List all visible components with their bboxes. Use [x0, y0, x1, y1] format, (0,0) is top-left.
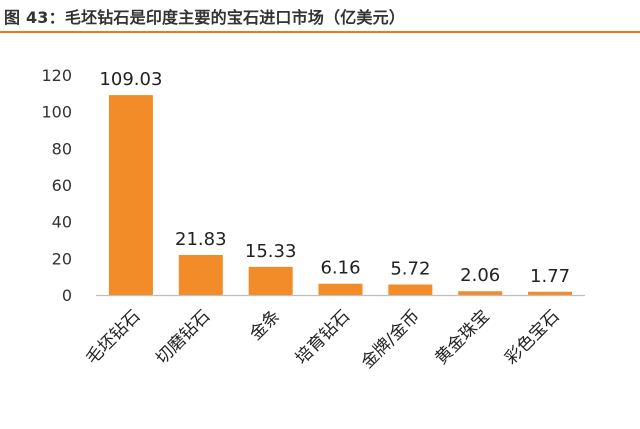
data-label: 109.03 — [99, 69, 162, 90]
y-tick-label: 100 — [41, 103, 72, 122]
x-category-label: 黄金珠宝 — [432, 306, 494, 368]
y-axis: 0 20 40 60 80 100 120 — [41, 66, 72, 305]
x-category-label: 培育钻石 — [292, 306, 354, 368]
bar-3 — [248, 266, 293, 295]
data-labels: 109.03 21.83 15.33 6.16 5.72 2.06 1.77 — [99, 69, 570, 287]
data-label: 2.06 — [460, 265, 500, 286]
bar-2 — [178, 254, 223, 295]
bar-4 — [318, 283, 363, 295]
y-tick-label: 0 — [62, 286, 72, 305]
x-category-label: 金牌/金币 — [358, 306, 424, 372]
x-category-label: 金条 — [246, 306, 284, 344]
bar-7 — [528, 291, 573, 295]
figure-header: 图 43：毛坯钻石是印度主要的宝石进口市场（亿美元） — [0, 0, 640, 36]
bar-chart: 0 20 40 60 80 100 120 109.03 21.83 15.33 6.16 5.72… — [41, 66, 585, 373]
y-tick-label: 80 — [52, 139, 72, 158]
y-tick-label: 40 — [52, 213, 72, 232]
x-category-label: 毛坯钻石 — [82, 306, 144, 368]
figure-title: 图 43：毛坯钻石是印度主要的宝石进口市场（亿美元） — [4, 8, 406, 27]
title-rule — [0, 31, 640, 33]
x-category-label: 切磨钻石 — [152, 306, 214, 368]
bar-5 — [388, 284, 433, 295]
data-label: 6.16 — [320, 258, 360, 279]
data-label: 15.33 — [245, 241, 297, 262]
y-tick-label: 120 — [41, 66, 72, 85]
bar-6 — [458, 291, 503, 295]
bars — [108, 95, 573, 295]
data-label: 1.77 — [530, 266, 570, 287]
bar-1 — [108, 95, 153, 295]
x-axis: 毛坯钻石 切磨钻石 金条 培育钻石 金牌/金币 黄金珠宝 彩色宝石 — [82, 294, 585, 373]
data-label: 21.83 — [175, 229, 227, 250]
y-tick-label: 20 — [52, 249, 72, 268]
y-tick-label: 60 — [52, 176, 72, 195]
data-label: 5.72 — [390, 259, 430, 280]
x-category-label: 彩色宝石 — [501, 306, 563, 368]
